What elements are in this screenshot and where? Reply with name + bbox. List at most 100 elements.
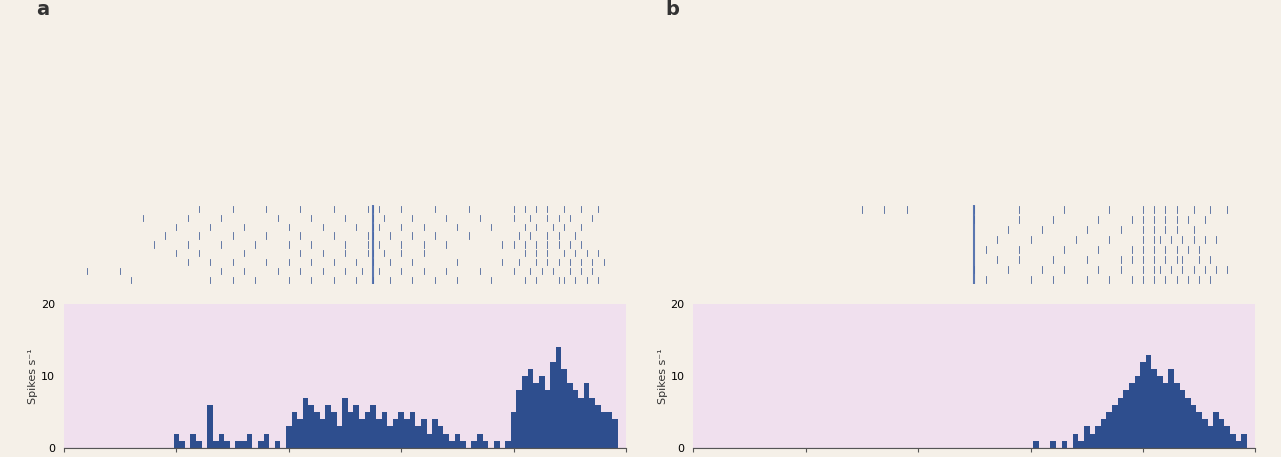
Bar [1145,355,1152,448]
Bar [550,361,556,448]
Bar [1084,426,1090,448]
Bar [511,412,516,448]
Bar [606,412,612,448]
Bar [325,405,330,448]
Bar [556,347,561,448]
Bar [578,398,584,448]
Bar [448,441,455,448]
Bar [471,441,477,448]
Bar [1079,441,1084,448]
Bar [1112,405,1118,448]
Bar [365,412,370,448]
Bar [208,405,213,448]
Bar [1225,426,1230,448]
Bar [370,405,375,448]
Bar [1218,419,1225,448]
Bar [264,434,269,448]
Bar [247,434,252,448]
Bar [1140,361,1145,448]
Bar [1157,376,1163,448]
Bar [179,441,184,448]
Bar [224,441,229,448]
Bar [404,419,410,448]
Bar [1100,419,1107,448]
Bar [438,426,443,448]
Bar [539,376,544,448]
Bar [1129,383,1135,448]
Bar [302,398,309,448]
Bar [1062,441,1067,448]
Bar [601,412,606,448]
Bar [1034,441,1039,448]
Bar [393,419,398,448]
Bar [596,405,601,448]
Bar [432,419,438,448]
Bar [309,405,314,448]
Bar [342,398,348,448]
Bar [477,434,483,448]
Bar [354,405,359,448]
Bar [320,419,325,448]
Bar [505,441,511,448]
Bar [410,412,415,448]
Bar [236,441,241,448]
Bar [297,419,302,448]
Bar [1191,405,1196,448]
Text: a: a [36,0,49,19]
Bar [257,441,264,448]
Bar [337,426,342,448]
Bar [1241,434,1246,448]
Bar [330,412,337,448]
Bar [196,441,201,448]
Y-axis label: Spikes s⁻¹: Spikes s⁻¹ [657,348,667,404]
Bar [219,434,224,448]
Bar [561,369,567,448]
Bar [612,419,617,448]
Bar [421,419,427,448]
Bar [523,376,528,448]
Bar [455,434,460,448]
Bar [174,434,179,448]
Bar [533,383,539,448]
Text: b: b [665,0,679,19]
Bar [359,419,365,448]
Bar [567,383,573,448]
Bar [1202,419,1208,448]
Bar [1107,412,1112,448]
Bar [1152,369,1157,448]
Bar [1090,434,1095,448]
Bar [191,434,196,448]
Bar [1168,369,1173,448]
Bar [241,441,247,448]
Bar [1163,383,1168,448]
Bar [1135,376,1140,448]
Bar [516,390,523,448]
Bar [1072,434,1079,448]
Bar [528,369,533,448]
Bar [213,441,219,448]
Bar [1123,390,1129,448]
Bar [292,412,297,448]
Bar [1230,434,1236,448]
Bar [1208,426,1213,448]
Bar [1236,441,1241,448]
Bar [1185,398,1191,448]
Bar [1196,412,1202,448]
Bar [398,412,404,448]
Bar [1213,412,1218,448]
Bar [483,441,488,448]
Bar [348,412,354,448]
Bar [544,390,550,448]
Bar [573,390,578,448]
Bar [443,434,448,448]
Bar [589,398,596,448]
Bar [427,434,432,448]
Bar [415,426,421,448]
Bar [375,419,382,448]
Bar [584,383,589,448]
Bar [1095,426,1100,448]
Bar [1050,441,1056,448]
Bar [494,441,500,448]
Y-axis label: Spikes s⁻¹: Spikes s⁻¹ [28,348,38,404]
Bar [314,412,320,448]
